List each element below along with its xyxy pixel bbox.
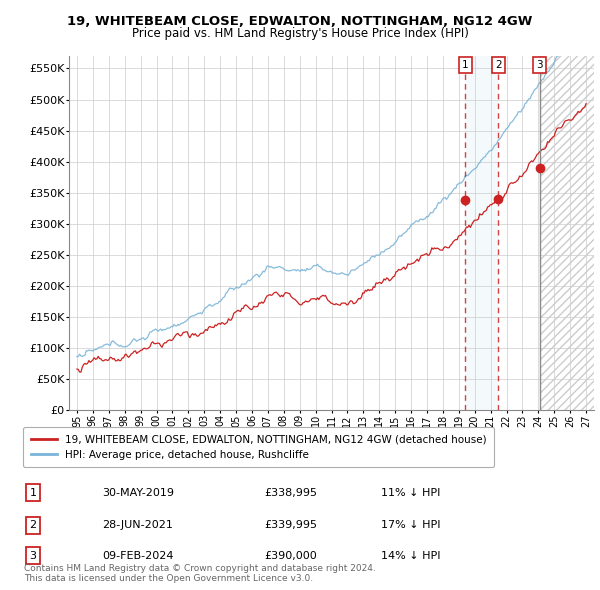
Text: Price paid vs. HM Land Registry's House Price Index (HPI): Price paid vs. HM Land Registry's House …	[131, 27, 469, 40]
Text: Contains HM Land Registry data © Crown copyright and database right 2024.
This d: Contains HM Land Registry data © Crown c…	[24, 563, 376, 583]
Text: 17% ↓ HPI: 17% ↓ HPI	[381, 520, 440, 530]
Text: 28-JUN-2021: 28-JUN-2021	[102, 520, 173, 530]
Text: 14% ↓ HPI: 14% ↓ HPI	[381, 551, 440, 560]
Text: £390,000: £390,000	[264, 551, 317, 560]
Text: £338,995: £338,995	[264, 488, 317, 497]
Text: 3: 3	[536, 60, 543, 70]
Text: 3: 3	[29, 551, 37, 560]
Text: 2: 2	[495, 60, 502, 70]
Text: 09-FEB-2024: 09-FEB-2024	[102, 551, 173, 560]
Legend: 19, WHITEBEAM CLOSE, EDWALTON, NOTTINGHAM, NG12 4GW (detached house), HPI: Avera: 19, WHITEBEAM CLOSE, EDWALTON, NOTTINGHA…	[23, 427, 494, 467]
Bar	[465, 56, 499, 410]
Text: 11% ↓ HPI: 11% ↓ HPI	[381, 488, 440, 497]
Text: 1: 1	[29, 488, 37, 497]
Text: £339,995: £339,995	[264, 520, 317, 530]
Text: 2: 2	[29, 520, 37, 530]
Text: 19, WHITEBEAM CLOSE, EDWALTON, NOTTINGHAM, NG12 4GW: 19, WHITEBEAM CLOSE, EDWALTON, NOTTINGHA…	[67, 15, 533, 28]
Text: 1: 1	[462, 60, 469, 70]
Text: 30-MAY-2019: 30-MAY-2019	[102, 488, 174, 497]
